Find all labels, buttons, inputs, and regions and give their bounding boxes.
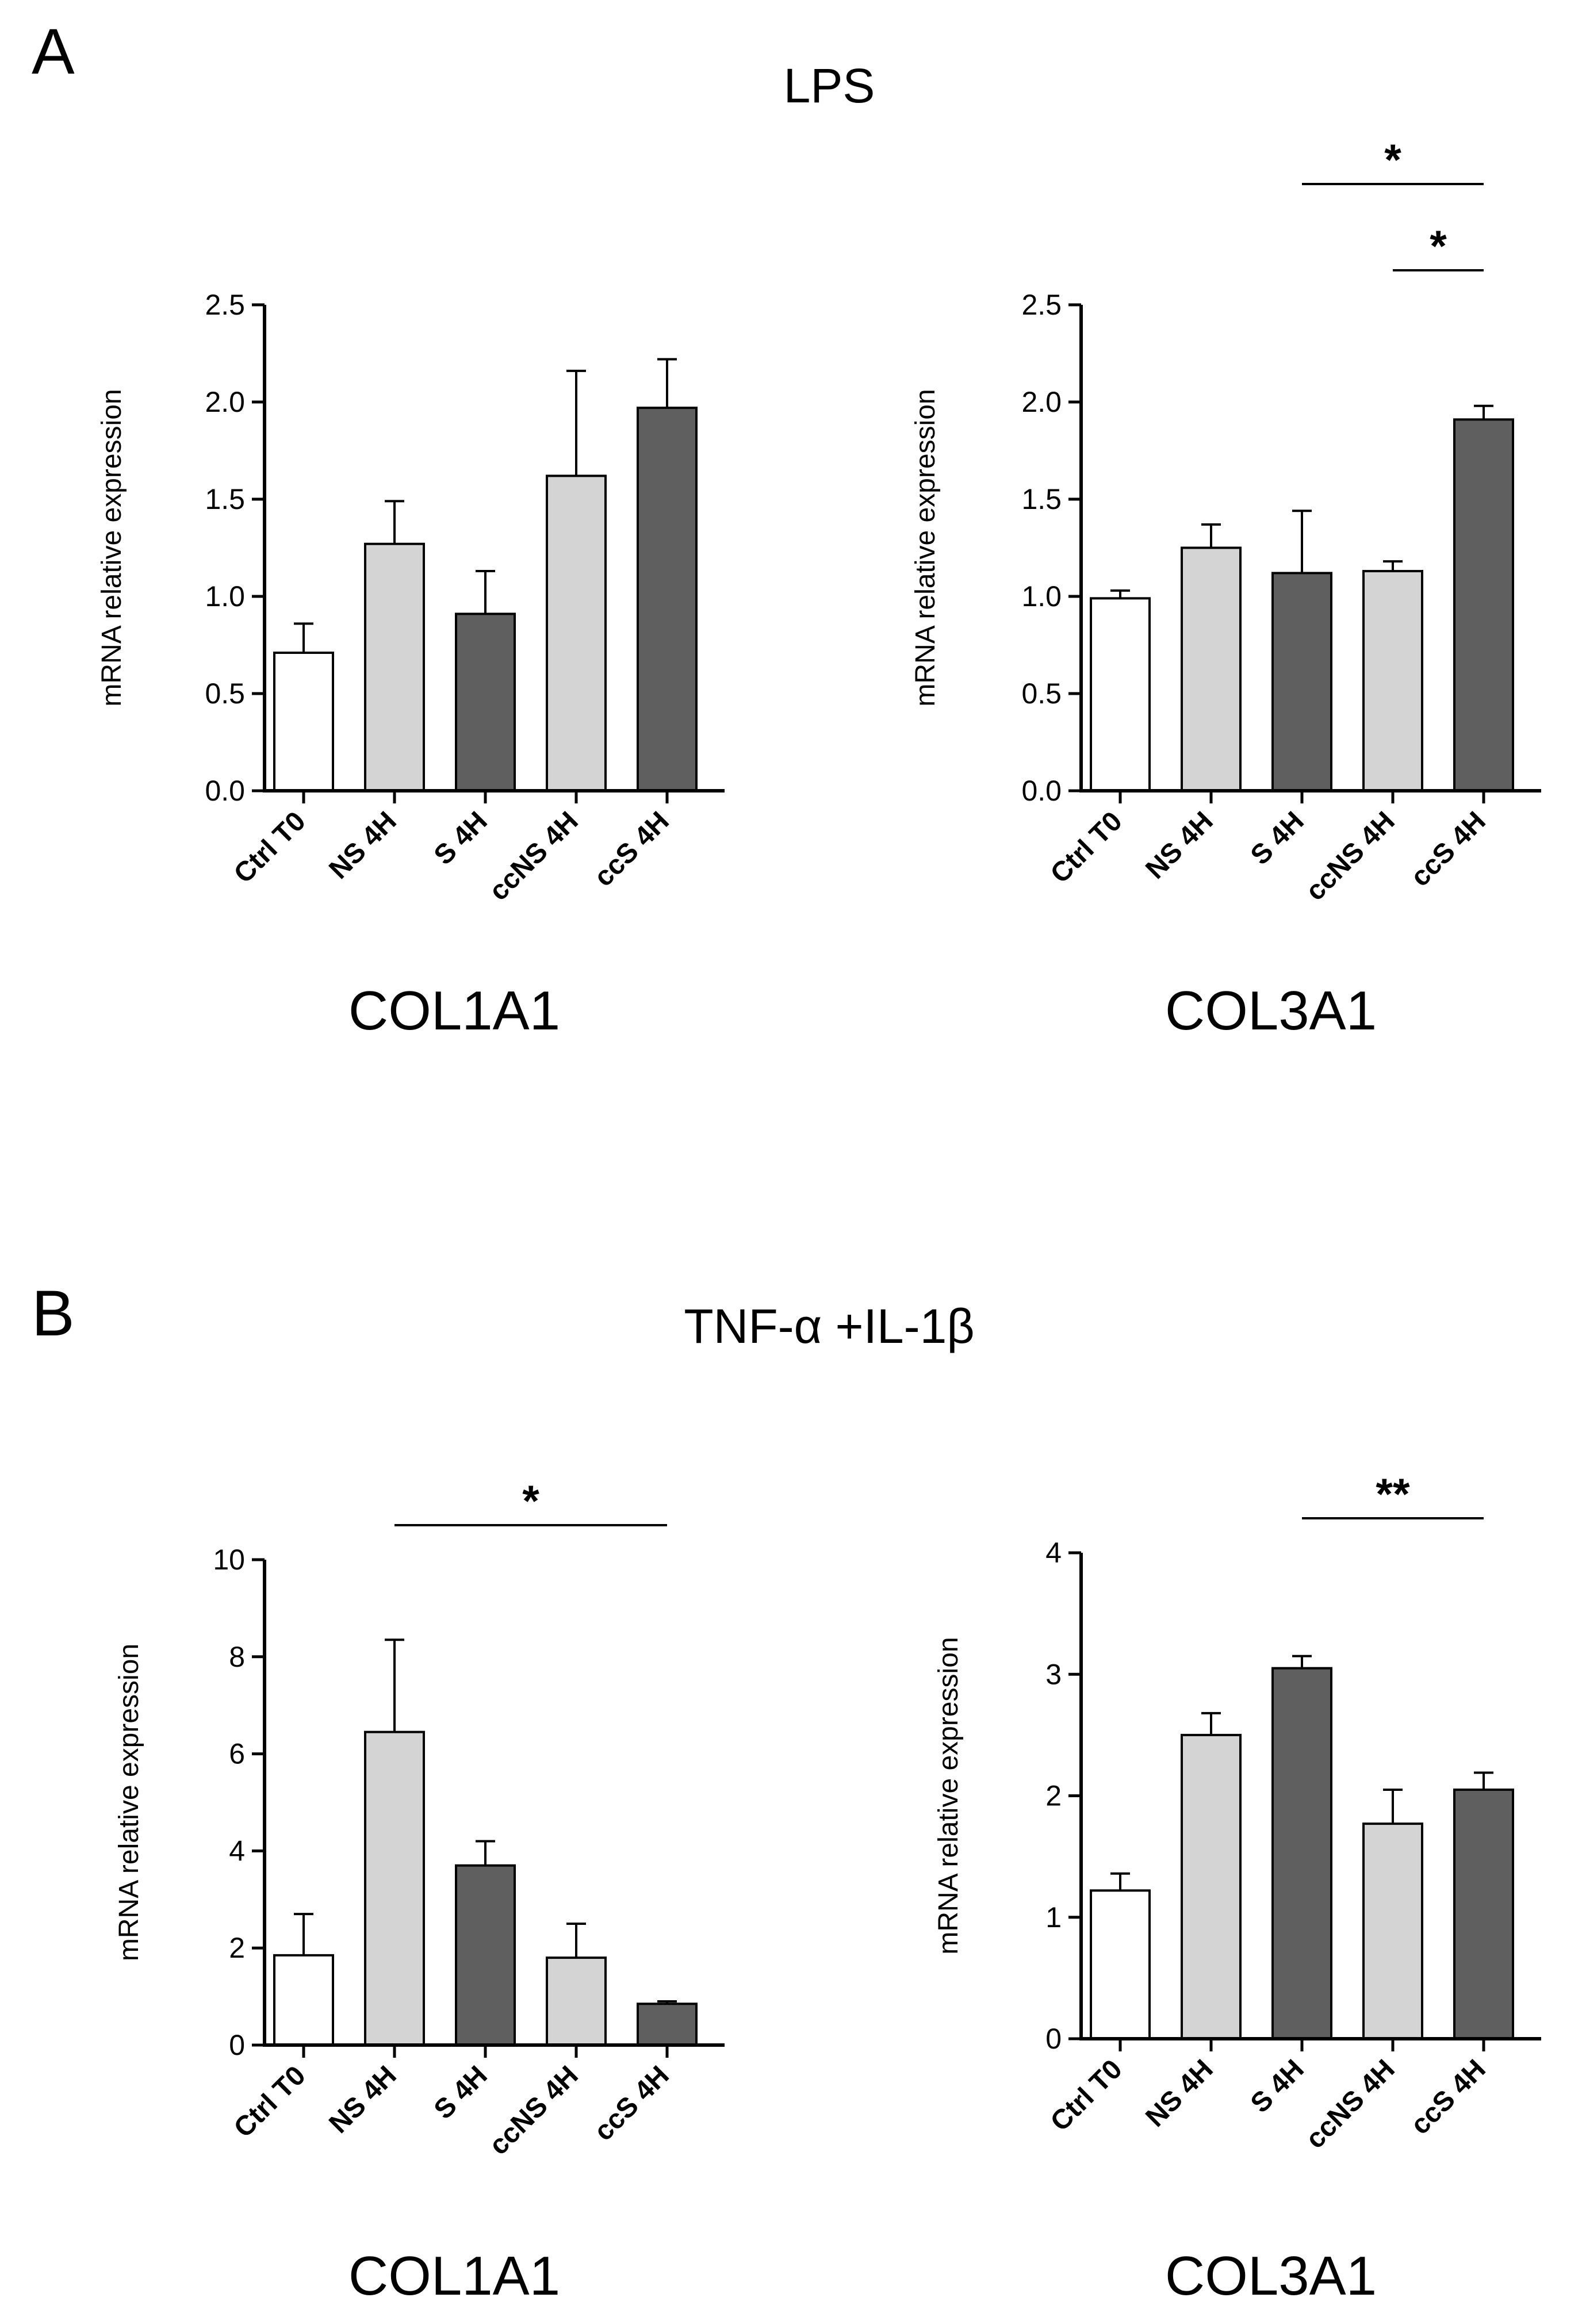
y-tick-label: 0.0	[205, 775, 245, 807]
bar	[1453, 418, 1514, 792]
y-axis-label: mRNA relative expression	[910, 389, 941, 706]
chart-title: COL3A1	[1165, 2245, 1377, 2307]
x-category-label: ccNS 4H	[484, 2060, 584, 2161]
panel-letter-a: A	[32, 16, 75, 87]
y-tick-label: 1.5	[205, 483, 245, 515]
x-category-label: S 4H	[1245, 806, 1310, 871]
y-tick-label: 1.0	[205, 580, 245, 612]
x-category-label: ccS 4H	[588, 2060, 675, 2147]
panel-a-title: LPS	[784, 59, 875, 113]
y-tick-label: 1.5	[1021, 483, 1062, 515]
y-tick-label: 2.5	[1021, 289, 1062, 321]
x-category-label: Ctrl T0	[1045, 2054, 1128, 2137]
bar	[1453, 1788, 1514, 2040]
y-tick-label: 4	[1045, 1537, 1062, 1569]
panel-letter-b: B	[32, 1277, 75, 1349]
x-category-label: Ctrl T0	[228, 2060, 312, 2143]
x-category-label: S 4H	[1245, 2054, 1310, 2119]
bar	[455, 612, 516, 792]
y-tick-label: 2	[1045, 1780, 1062, 1812]
y-tick-label: 8	[229, 1641, 245, 1673]
x-category-label: ccNS 4H	[1300, 806, 1401, 906]
x-category-label: Ctrl T0	[228, 806, 312, 889]
y-axis-label: mRNA relative expression	[97, 389, 127, 706]
y-tick-label: 3	[1045, 1658, 1062, 1690]
y-tick-label: 1.0	[1021, 580, 1062, 612]
bar	[364, 1730, 425, 2047]
bar	[1090, 597, 1151, 792]
y-axis-label: mRNA relative expression	[933, 1637, 964, 1954]
y-tick-label: 0.5	[1021, 677, 1062, 710]
significance-marker: *	[1430, 222, 1447, 271]
bar	[1181, 546, 1242, 792]
significance-marker: *	[1384, 136, 1401, 185]
chart-title: COL1A1	[348, 2245, 560, 2307]
bar	[1362, 1823, 1423, 2040]
bar	[273, 652, 334, 792]
bar	[546, 1957, 607, 2047]
bar	[1271, 1667, 1332, 2040]
bar	[546, 474, 607, 792]
y-tick-label: 0.5	[205, 677, 245, 710]
y-tick-label: 10	[213, 1544, 245, 1576]
y-tick-label: 0.0	[1021, 775, 1062, 807]
bar	[1181, 1733, 1242, 2040]
x-category-label: S 4H	[428, 2060, 493, 2125]
bar	[455, 1864, 516, 2046]
y-tick-label: 0	[1045, 2023, 1062, 2055]
significance-marker: **	[1376, 1470, 1410, 1519]
bar	[1090, 1889, 1151, 2040]
x-category-label: ccNS 4H	[1300, 2054, 1401, 2154]
bar	[1362, 570, 1423, 792]
y-tick-label: 2	[229, 1932, 245, 1964]
bar	[637, 2003, 698, 2047]
chart-title: COL1A1	[348, 980, 560, 1042]
bar	[637, 407, 698, 792]
y-axis-label: mRNA relative expression	[114, 1644, 144, 1961]
x-category-label: NS 4H	[1140, 806, 1219, 885]
bar	[364, 542, 425, 792]
y-tick-label: 2.0	[1021, 386, 1062, 418]
x-category-label: ccNS 4H	[484, 806, 584, 906]
y-tick-label: 0	[229, 2029, 245, 2061]
significance-marker: *	[522, 1477, 539, 1526]
x-category-label: ccS 4H	[1405, 2054, 1492, 2141]
chart-title: COL3A1	[1165, 980, 1377, 1042]
y-tick-label: 2.0	[205, 386, 245, 418]
bar	[1271, 572, 1332, 792]
x-category-label: NS 4H	[1140, 2054, 1219, 2132]
y-tick-label: 4	[229, 1835, 245, 1867]
y-tick-label: 2.5	[205, 289, 245, 321]
bar	[273, 1954, 334, 2047]
x-category-label: S 4H	[428, 806, 493, 871]
x-category-label: ccS 4H	[1405, 806, 1492, 893]
x-category-label: NS 4H	[323, 806, 402, 885]
x-category-label: ccS 4H	[588, 806, 675, 893]
y-tick-label: 6	[229, 1738, 245, 1770]
y-tick-label: 1	[1045, 1901, 1062, 1934]
x-category-label: NS 4H	[323, 2060, 402, 2139]
x-category-label: Ctrl T0	[1045, 806, 1128, 889]
panel-b-title: TNF-α +IL-1β	[684, 1299, 974, 1353]
